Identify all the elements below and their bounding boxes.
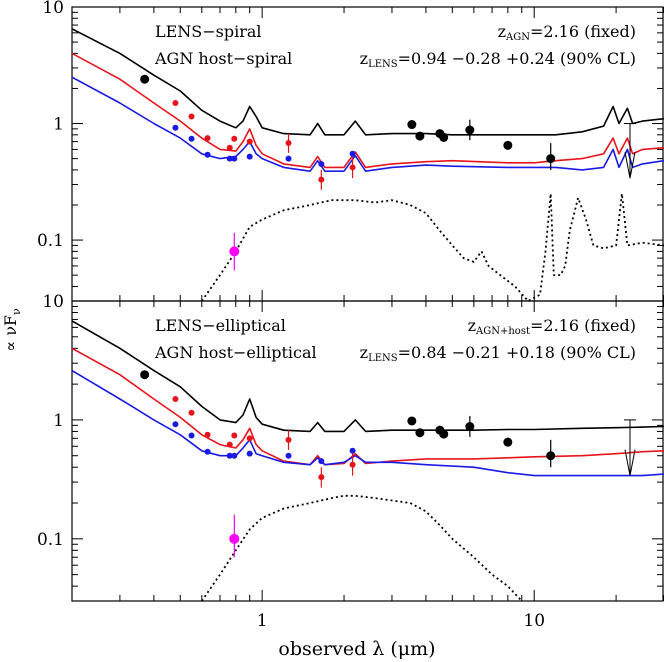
data-point-black [407,416,417,426]
data-point-black [415,428,425,438]
y-tick-label: 10 [42,292,64,312]
y-tick-label: 1 [53,115,64,135]
data-point-black [439,132,449,142]
data-point-blue [318,160,325,167]
annotation-agn-redshift: zAGN=2.16 (fixed) [498,22,636,43]
data-point-red [231,135,238,142]
series-blue-line [72,76,664,172]
annotation-lens-redshift: zLENS=0.94 −0.28 +0.24 (90% CL) [360,49,636,70]
upper-limit-arrow [624,152,636,179]
annotation-lens-redshift: zLENS=0.84 −0.21 +0.18 (90% CL) [360,343,636,364]
series-black-dotted-line [201,192,664,301]
data-point-black [407,120,417,130]
x-tick-label: 10 [523,611,545,631]
y-tick-label: 0.1 [37,231,64,251]
data-point-red [231,432,238,439]
annotation-host-model: AGN host−elliptical [154,343,317,362]
data-point-blue [172,124,179,131]
data-point-red [204,135,211,142]
series-black-dotted-line [201,494,523,601]
data-point-red [188,409,195,416]
data-point-black [415,131,425,141]
data-point-magenta [229,246,240,257]
data-point-red [172,100,179,107]
data-point-red [285,436,292,443]
series-black-line [72,28,664,136]
data-point-blue [188,135,195,142]
data-point-blue [285,155,292,162]
data-point-red [188,113,195,120]
data-point-black [503,437,513,447]
data-point-blue [246,153,253,160]
data-point-red [349,461,356,468]
annotation-agn-redshift: zAGN+host=2.16 (fixed) [468,316,636,337]
annotation-host-model: AGN host−spiral [154,49,292,68]
data-point-red [318,176,325,183]
data-point-blue [226,452,233,459]
data-point-black [546,451,556,461]
data-point-blue [231,155,238,162]
data-point-red [204,431,211,438]
data-point-red [349,164,356,171]
data-point-blue [188,432,195,439]
y-axis-label: ∝ νFν [1,308,23,352]
data-point-black [465,422,475,432]
data-point-blue [246,450,253,457]
data-point-red [172,395,179,402]
data-point-blue [231,452,238,459]
data-point-blue [172,421,179,428]
data-point-red [226,441,233,448]
data-point-black [503,140,513,150]
data-point-blue [349,150,356,157]
data-point-red [285,140,292,147]
panel-bottom: 0.1 1 10 1 10 LENS−elliptical AGN host−ellipti… [37,292,664,631]
data-point-red [226,144,233,151]
annotation-lens-model: LENS−spiral [155,22,262,41]
y-tick-label: 10 [42,0,64,18]
data-point-blue [226,155,233,162]
data-point-magenta [229,533,240,544]
data-point-black [465,125,475,135]
data-point-black [546,154,556,164]
x-axis-label: observed λ (μm) [278,638,435,660]
upper-limit-arrow [624,449,636,476]
y-tick-label: 1 [53,411,64,431]
data-point-blue [204,448,211,455]
series-red-line [72,347,664,466]
data-point-black [439,429,449,439]
series-blue-line [72,369,664,477]
data-point-blue [285,452,292,459]
x-tick-label: 1 [257,611,268,631]
data-point-black [140,74,150,84]
data-point-blue [204,151,211,158]
data-point-red [246,435,253,442]
data-point-black [140,370,150,380]
annotation-lens-model: LENS−elliptical [155,316,286,335]
data-point-red [318,474,325,481]
series-black-line [72,320,664,433]
y-tick-label: 0.1 [37,530,64,550]
series-red-line [72,52,664,169]
data-point-blue [349,447,356,454]
panel-top: 0.1 1 10 LENS−spiral AGN host−spiral zAGN=2.1… [37,0,664,302]
data-point-red [246,138,253,145]
data-point-blue [318,458,325,465]
